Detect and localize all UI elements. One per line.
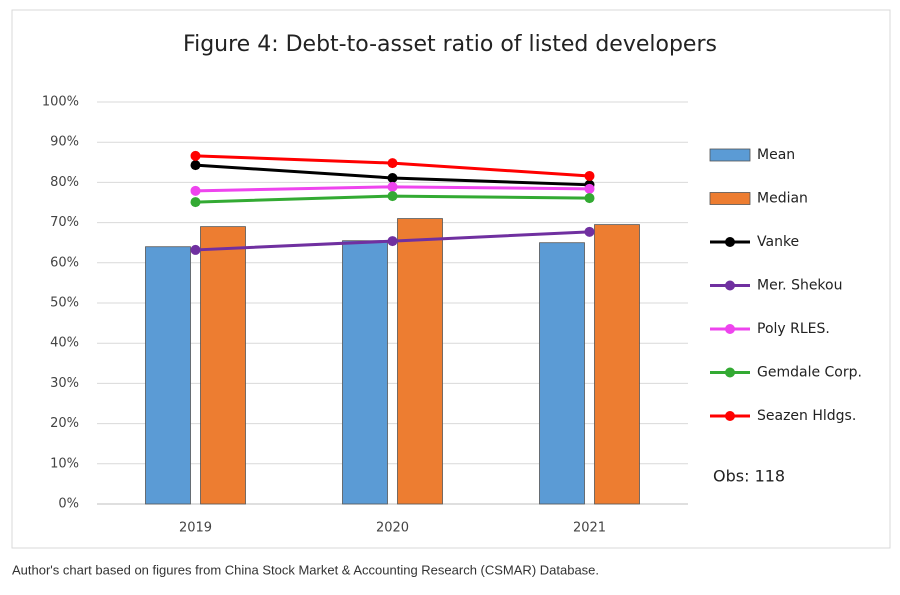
line-marker xyxy=(387,158,398,169)
line-marker xyxy=(584,183,595,194)
legend-label: Mer. Shekou xyxy=(757,278,842,294)
legend-marker xyxy=(725,324,735,334)
y-tick-label: 30% xyxy=(50,376,79,391)
line-marker xyxy=(190,160,201,171)
legend-label: Seazen Hldgs. xyxy=(757,408,856,424)
legend-swatch xyxy=(709,148,751,162)
y-tick-label: 50% xyxy=(50,296,79,311)
y-tick-label: 40% xyxy=(50,336,79,351)
legend-marker xyxy=(725,367,735,378)
bar xyxy=(342,240,388,505)
bar xyxy=(594,224,640,505)
line-marker xyxy=(190,150,201,161)
line-marker xyxy=(387,172,398,183)
y-tick-label: 90% xyxy=(50,135,79,150)
y-tick-label: 20% xyxy=(50,416,79,431)
bar xyxy=(145,246,191,505)
x-tick-label: 2020 xyxy=(376,521,409,536)
bar xyxy=(539,242,585,505)
y-tick-label: 80% xyxy=(50,175,79,190)
chart-title: Figure 4: Debt-to-asset ratio of listed … xyxy=(183,32,717,57)
legend-label: Mean xyxy=(757,147,795,163)
legend-label: Poly RLES. xyxy=(757,321,830,337)
line-marker xyxy=(190,185,201,196)
caption: Author's chart based on figures from Chi… xyxy=(12,562,599,577)
line-marker xyxy=(387,181,398,192)
y-tick-label: 100% xyxy=(42,95,79,110)
annotation: Obs: 118 xyxy=(713,467,785,486)
x-tick-label: 2021 xyxy=(573,521,606,536)
legend-label: Vanke xyxy=(757,234,799,250)
line-marker xyxy=(190,197,201,208)
bar xyxy=(200,226,246,505)
legend-marker xyxy=(725,237,735,247)
line-marker xyxy=(584,226,595,237)
legend-swatch xyxy=(709,192,751,205)
legend-marker xyxy=(725,280,735,291)
line-marker xyxy=(584,193,595,204)
bar xyxy=(397,218,443,505)
y-tick-label: 10% xyxy=(50,456,79,471)
legend-label: Median xyxy=(757,191,808,207)
legend-label: Gemdale Corp. xyxy=(757,365,862,381)
legend-marker xyxy=(725,411,735,421)
y-tick-label: 60% xyxy=(50,255,79,270)
line-marker xyxy=(387,236,398,247)
line-marker xyxy=(584,170,595,181)
y-tick-label: 70% xyxy=(50,215,79,230)
x-tick-label: 2019 xyxy=(179,521,212,536)
line-marker xyxy=(387,191,398,202)
y-tick-label: 0% xyxy=(58,497,79,512)
line-marker xyxy=(190,244,201,255)
